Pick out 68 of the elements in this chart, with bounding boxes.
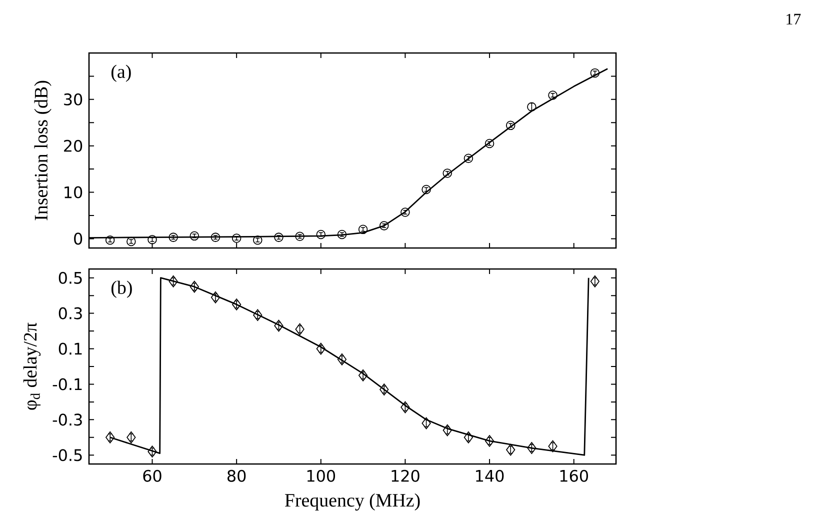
point	[400, 208, 410, 217]
text: 17	[786, 14, 801, 24]
x-axis-title: Frequency (MHz)	[284, 493, 420, 511]
point	[358, 369, 368, 382]
x-tick-label: 80	[228, 470, 246, 482]
x-tick-label: 60	[143, 470, 162, 482]
point	[464, 154, 474, 164]
y-tick-label: 0.5	[58, 272, 82, 284]
point	[253, 309, 262, 322]
point	[105, 235, 115, 245]
point	[422, 417, 431, 430]
point	[190, 280, 199, 293]
x-tick-label: 160	[560, 470, 588, 482]
point	[400, 401, 410, 414]
point	[168, 232, 178, 242]
y-tick-label: 0	[74, 232, 82, 245]
y-tick-label: 10	[64, 186, 82, 198]
y-tick-label: 0.3	[58, 307, 82, 320]
y-tick-label: 20	[64, 140, 82, 152]
point	[422, 184, 431, 194]
point	[232, 234, 242, 243]
point	[106, 431, 115, 444]
x-tick-label: 100	[307, 470, 336, 482]
point	[232, 298, 242, 310]
point	[358, 224, 368, 234]
point	[464, 431, 474, 444]
point	[590, 68, 600, 78]
point	[506, 444, 516, 456]
y-tick-label: -0.3	[52, 414, 82, 426]
point	[126, 236, 136, 246]
y-axis-title: Insertion loss (dB)	[34, 80, 52, 220]
point	[484, 435, 494, 447]
y-tick-label: -0.1	[52, 378, 82, 390]
point	[380, 384, 389, 396]
point	[527, 442, 536, 454]
point	[148, 446, 157, 458]
y-tick-label: -0.5	[52, 449, 82, 462]
point	[295, 323, 304, 336]
point	[442, 424, 452, 436]
point	[484, 138, 494, 148]
y-tick-label: 0.1	[58, 342, 82, 355]
x-tick-label: 140	[476, 470, 504, 482]
point	[274, 232, 284, 242]
point	[190, 231, 200, 241]
annotation: (b)	[111, 280, 132, 298]
point	[126, 431, 136, 444]
point	[274, 320, 284, 332]
point	[253, 235, 262, 245]
point	[590, 275, 600, 288]
point	[506, 120, 516, 130]
point	[548, 90, 558, 100]
y-axis-title: φ$_{d}$ delay/2π	[23, 322, 41, 410]
point	[168, 275, 178, 288]
annotation: (a)	[111, 64, 131, 82]
point	[337, 353, 347, 366]
x-tick-label: 120	[392, 470, 420, 482]
point	[210, 232, 220, 242]
point	[316, 342, 326, 355]
y-tick-label: 30	[64, 93, 82, 106]
point	[210, 291, 220, 304]
point	[295, 232, 304, 242]
point	[442, 168, 452, 178]
point	[548, 440, 558, 452]
point	[148, 234, 157, 244]
point	[316, 230, 326, 240]
point	[379, 221, 389, 230]
point	[337, 230, 347, 240]
point	[527, 102, 536, 112]
